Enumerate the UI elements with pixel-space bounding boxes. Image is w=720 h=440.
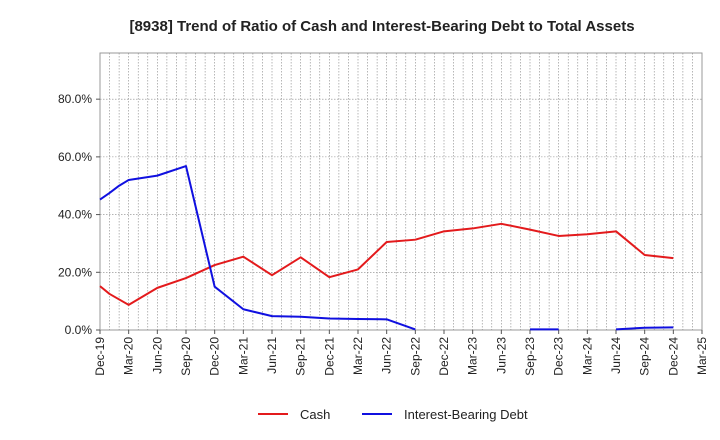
x-tick-label: Sep-23: [523, 337, 537, 376]
series-line-interest-bearing-debt: [615, 326, 674, 331]
x-axis-ticks: Dec-19 Mar-20 Jun-20 Sep-20 Dec-20 Mar-21 Jun-…: [93, 330, 709, 376]
y-tick-label: 60.0%: [58, 150, 92, 164]
x-tick-label: Dec-20: [208, 337, 222, 376]
x-tick-label: Mar-20: [122, 337, 136, 375]
x-tick-label: Sep-20: [179, 337, 193, 376]
x-tick-label: Sep-21: [294, 337, 308, 376]
x-tick-label: Jun-23: [494, 337, 508, 374]
x-tick-label: Jun-24: [609, 337, 623, 374]
x-tick-label: Sep-22: [408, 337, 422, 376]
y-tick-label: 0.0%: [65, 323, 93, 337]
x-tick-label: Dec-23: [552, 337, 566, 376]
x-tick-label: Jun-22: [380, 337, 394, 374]
y-tick-label: 40.0%: [58, 208, 92, 222]
y-tick-label: 20.0%: [58, 265, 92, 279]
x-tick-label: Mar-21: [236, 337, 250, 375]
y-tick-label: 80.0%: [58, 92, 92, 106]
legend-item-cash-label: Cash: [300, 407, 330, 422]
series-lines: [99, 165, 674, 331]
x-tick-label: Dec-24: [666, 337, 680, 376]
plot-area: [99, 52, 703, 331]
x-tick-label: Dec-19: [93, 337, 107, 376]
chart-title: [8938] Trend of Ratio of Cash and Intere…: [129, 18, 634, 35]
legend-item-interest-bearing-debt-label: Interest-Bearing Debt: [404, 407, 528, 422]
x-tick-label: Mar-23: [466, 337, 480, 375]
x-tick-label: Sep-24: [638, 337, 652, 376]
x-tick-label: Dec-22: [437, 337, 451, 376]
y-axis-ticks: 0.0% 20.0% 40.0% 60.0% 80.0%: [58, 92, 100, 337]
series-line-cash: [99, 222, 674, 306]
x-tick-label: Mar-24: [580, 337, 594, 375]
grid-lines: [100, 53, 702, 330]
series-line-interest-bearing-debt: [99, 165, 416, 331]
legend: Cash Interest-Bearing Debt: [258, 407, 528, 422]
x-tick-label: Jun-20: [150, 337, 164, 374]
x-tick-label: Jun-21: [265, 337, 279, 374]
x-tick-label: Dec-21: [322, 337, 336, 376]
x-tick-label: Mar-22: [351, 337, 365, 375]
x-tick-label: Mar-25: [695, 337, 709, 375]
